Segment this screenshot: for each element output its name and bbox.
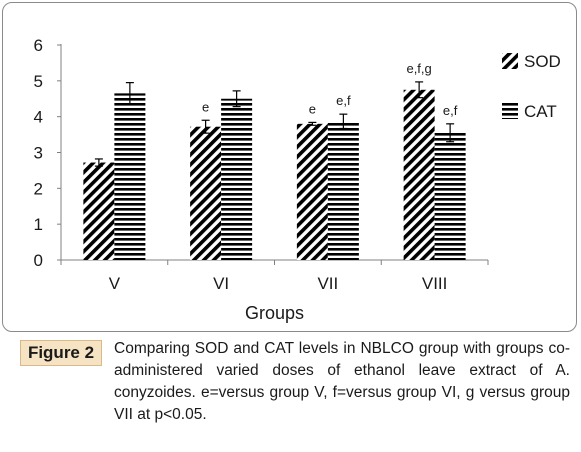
x-tick-label: V xyxy=(109,274,121,293)
bar-sod xyxy=(296,123,328,260)
chart-frame: 0 1 2 3 4 5 6 V VI VII VIII Groups e e e,f,g e,f e,f SO… xyxy=(2,2,577,332)
bar-cat xyxy=(434,132,466,260)
significance-label: e xyxy=(309,101,316,116)
x-tick-label: VIII xyxy=(422,274,448,293)
y-tick-label: 1 xyxy=(34,215,43,234)
y-tick-label: 5 xyxy=(34,72,43,91)
y-tick-label: 0 xyxy=(34,251,43,270)
x-tick-label: VI xyxy=(213,274,229,293)
figure-caption: Comparing SOD and CAT levels in NBLCO gr… xyxy=(114,340,570,423)
y-tick-label: 3 xyxy=(34,144,43,163)
chart-svg: 0 1 2 3 4 5 6 V VI VII VIII Groups e e e,f,g e,f e,f SO… xyxy=(34,36,561,323)
legend-swatch-sod xyxy=(502,53,518,69)
y-tick-label: 2 xyxy=(34,179,43,198)
legend-swatch-cat xyxy=(502,103,518,119)
significance-label: e,f xyxy=(443,103,458,118)
legend-label-sod: SOD xyxy=(524,52,561,71)
bar-cat xyxy=(221,98,253,260)
bar-sod xyxy=(403,89,435,261)
bar-sod xyxy=(83,162,115,260)
bar-sod xyxy=(190,126,222,260)
legend-label-cat: CAT xyxy=(524,102,557,121)
y-tick-label: 4 xyxy=(34,108,43,127)
bar-cat xyxy=(327,121,359,260)
significance-label: e,f,g xyxy=(406,61,431,76)
x-axis-title: Groups xyxy=(245,303,304,323)
y-tick-label: 6 xyxy=(34,36,43,55)
bar-cat xyxy=(114,93,146,260)
x-tick-label: VII xyxy=(317,274,338,293)
significance-label: e,f xyxy=(336,93,351,108)
significance-label: e xyxy=(202,99,209,114)
figure-label: Figure 2 xyxy=(20,340,102,366)
